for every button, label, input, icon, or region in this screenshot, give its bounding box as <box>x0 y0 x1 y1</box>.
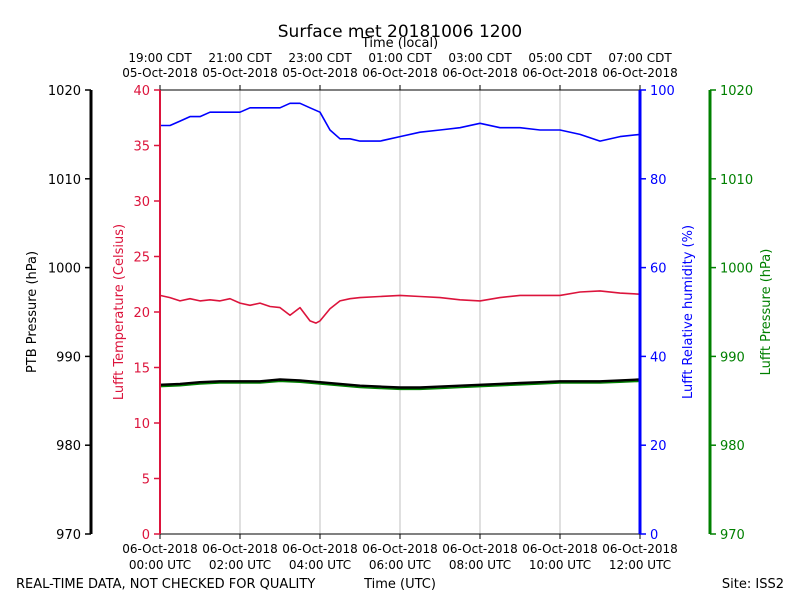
chart-title: Surface met 20181006 1200 <box>278 22 522 42</box>
ptb-pressure-tick-label: 1010 <box>48 173 81 188</box>
humidity-tick-label: 80 <box>650 173 667 188</box>
series-layer <box>159 102 641 391</box>
humidity-tick-label: 100 <box>650 84 675 99</box>
series-line-humidity <box>160 102 641 142</box>
temperature-tick-label: 5 <box>142 473 150 488</box>
top-axis-label: Time (local) <box>361 36 438 51</box>
x-tick-label-local-date: 06-Oct-2018 <box>602 66 678 80</box>
temperature-tick-label: 30 <box>133 195 150 210</box>
series-line-temperature <box>159 290 641 324</box>
series-line-lufft-pressure <box>159 380 641 391</box>
temperature-tick-label: 0 <box>142 528 150 543</box>
x-tick-label-local-time: 21:00 CDT <box>208 51 272 65</box>
lufft-pressure-tick-label: 1020 <box>720 84 753 99</box>
ptb-pressure-tick-label: 990 <box>56 350 81 365</box>
ptb-pressure-tick-label: 970 <box>56 528 81 543</box>
x-tick-label-utc-date: 06-Oct-2018 <box>122 542 198 556</box>
x-tick-label-utc-time: 06:00 UTC <box>369 558 431 572</box>
lufft-pressure-tick-label: 970 <box>720 528 745 543</box>
humidity-tick-label: 40 <box>650 350 667 365</box>
x-tick-label-local-time: 23:00 CDT <box>288 51 352 65</box>
temperature-tick-label: 25 <box>133 251 150 266</box>
lufft-pressure-tick-label: 990 <box>720 350 745 365</box>
x-tick-label-local-date: 05-Oct-2018 <box>122 66 198 80</box>
x-tick-label-utc-date: 06-Oct-2018 <box>282 542 358 556</box>
lufft-pressure-tick-label: 1010 <box>720 173 753 188</box>
ptb-pressure-tick-label: 1020 <box>48 84 81 99</box>
site-label: Site: ISS2 <box>722 577 784 592</box>
humidity-axis-label: Lufft Relative humidity (%) <box>681 225 696 399</box>
lufft-pressure-tick-label: 1000 <box>720 262 753 277</box>
x-tick-label-local-date: 06-Oct-2018 <box>442 66 518 80</box>
x-tick-label-local-time: 05:00 CDT <box>528 51 592 65</box>
x-tick-label-local-date: 05-Oct-2018 <box>202 66 278 80</box>
x-tick-label-local-date: 05-Oct-2018 <box>282 66 358 80</box>
x-tick-label-local-time: 07:00 CDT <box>608 51 672 65</box>
temperature-tick-label: 20 <box>133 306 150 321</box>
ptb-pressure-tick-label: 1000 <box>48 262 81 277</box>
x-tick-label-local-time: 03:00 CDT <box>448 51 512 65</box>
humidity-tick-label: 20 <box>650 439 667 454</box>
x-tick-label-local-date: 06-Oct-2018 <box>522 66 598 80</box>
x-tick-label-utc-date: 06-Oct-2018 <box>442 542 518 556</box>
ptb-pressure-tick-label: 980 <box>56 439 81 454</box>
temperature-tick-label: 40 <box>133 84 150 99</box>
series-line-ptb-pressure <box>159 378 641 389</box>
lufft-pressure-axis-label: Lufft Pressure (hPa) <box>759 249 774 376</box>
x-tick-label-utc-date: 06-Oct-2018 <box>602 542 678 556</box>
humidity-tick-label: 60 <box>650 262 667 277</box>
x-tick-label-local-time: 19:00 CDT <box>128 51 192 65</box>
temperature-tick-label: 10 <box>133 417 150 432</box>
quality-disclaimer: REAL-TIME DATA, NOT CHECKED FOR QUALITY <box>16 577 315 592</box>
humidity-tick-label: 0 <box>650 528 658 543</box>
x-tick-label-local-time: 01:00 CDT <box>368 51 432 65</box>
temperature-tick-label: 35 <box>133 140 150 155</box>
grid-layer <box>239 90 561 534</box>
x-tick-label-utc-time: 08:00 UTC <box>449 558 511 572</box>
x-tick-label-utc-time: 04:00 UTC <box>289 558 351 572</box>
x-tick-label-utc-date: 06-Oct-2018 <box>362 542 438 556</box>
x-tick-label-utc-time: 12:00 UTC <box>609 558 671 572</box>
x-tick-label-utc-time: 10:00 UTC <box>529 558 591 572</box>
x-tick-label-utc-date: 06-Oct-2018 <box>202 542 278 556</box>
x-tick-label-utc-time: 00:00 UTC <box>129 558 191 572</box>
lufft-pressure-tick-label: 980 <box>720 439 745 454</box>
x-tick-label-utc-date: 06-Oct-2018 <box>522 542 598 556</box>
ptb-pressure-axis-label: PTB Pressure (hPa) <box>25 251 40 373</box>
temperature-tick-label: 15 <box>133 362 150 377</box>
x-tick-label-utc-time: 02:00 UTC <box>209 558 271 572</box>
utc-axis-label: Time (UTC) <box>363 577 436 592</box>
temperature-axis-label: Lufft Temperature (Celsius) <box>112 224 127 400</box>
x-tick-label-local-date: 06-Oct-2018 <box>362 66 438 80</box>
